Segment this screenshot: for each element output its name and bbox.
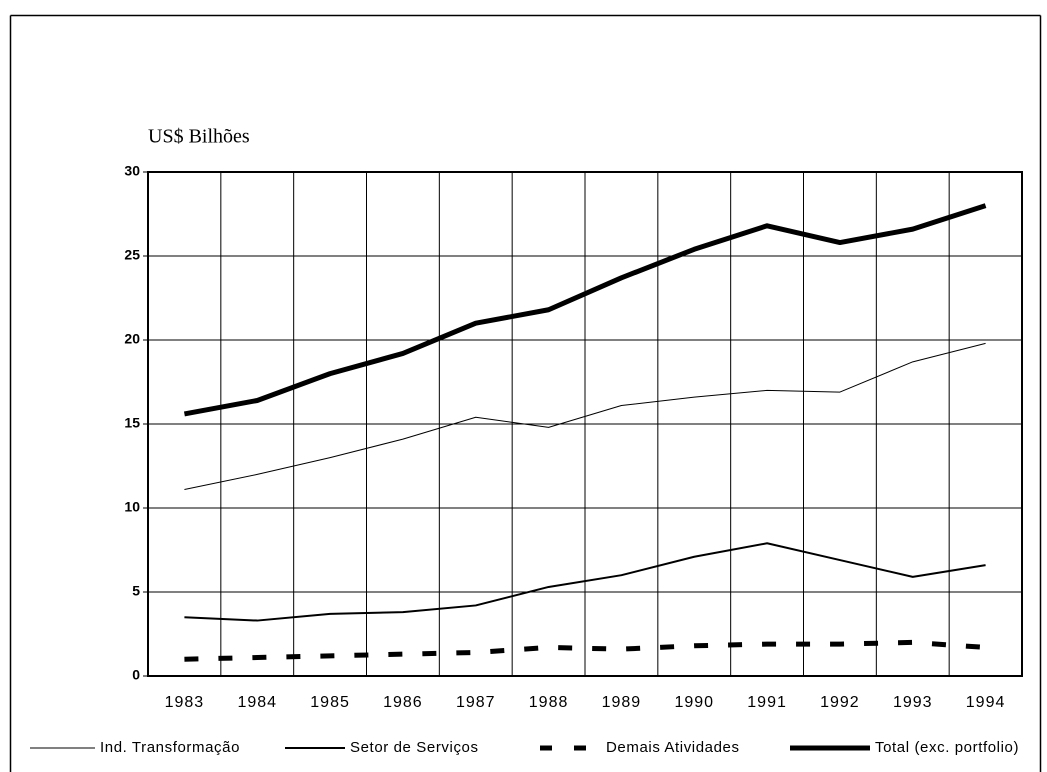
series-line: [183, 203, 987, 417]
legend-label: Setor de Serviços: [350, 739, 479, 756]
x-tick-label: 1983: [165, 694, 205, 711]
plot-frame: [147, 171, 1023, 677]
x-tick-label: 1994: [966, 694, 1006, 711]
series-line: [184, 542, 986, 622]
x-tick-label: 1992: [820, 694, 860, 711]
x-tick-label: 1985: [310, 694, 350, 711]
x-tick-label: 1988: [529, 694, 569, 711]
y-tick-label: 25: [124, 247, 140, 263]
series-line: [184, 342, 986, 491]
x-tick-label: 1989: [602, 694, 642, 711]
legend-label: Demais Atividades: [606, 739, 740, 756]
y-tick-label: 10: [124, 499, 140, 515]
x-tick-label: 1986: [383, 694, 423, 711]
y-tick-label: 20: [124, 331, 140, 347]
legend-label: Total (exc. portfolio): [875, 739, 1019, 756]
x-tick-label: 1993: [893, 694, 933, 711]
x-tick-label: 1987: [456, 694, 496, 711]
y-tick-label: 15: [124, 415, 140, 431]
legend-label: Ind. Transformação: [100, 739, 240, 756]
y-tick-label: 0: [132, 667, 140, 683]
y-tick-label: 5: [132, 583, 140, 599]
y-tick-label: 30: [124, 163, 140, 179]
x-tick-label: 1991: [747, 694, 787, 711]
y-axis-label: US$ Bilhões: [148, 126, 250, 148]
x-tick-label: 1984: [237, 694, 277, 711]
x-tick-label: 1990: [674, 694, 714, 711]
